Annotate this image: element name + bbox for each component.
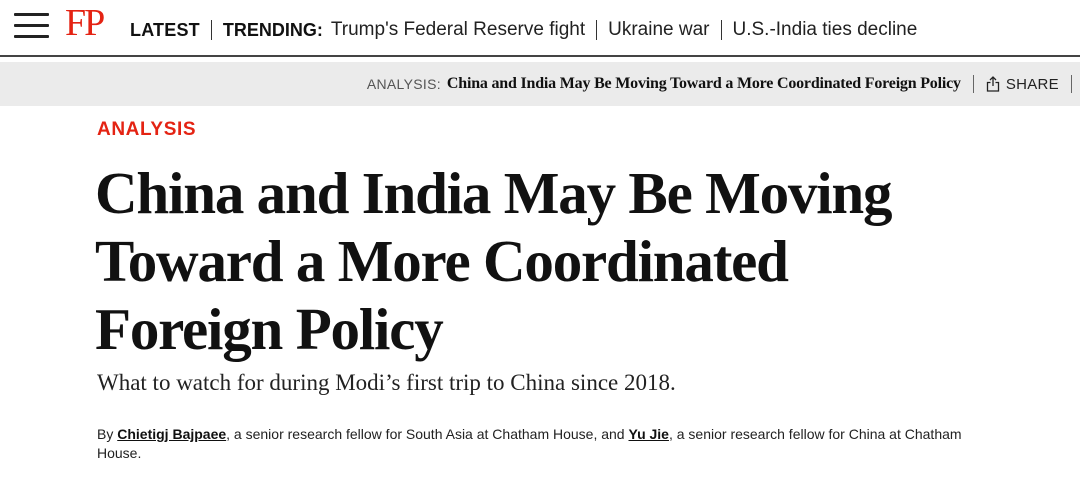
author2-description: , a senior research fellow for China at … (97, 426, 962, 461)
author-link-yu-jie[interactable]: Yu Jie (628, 426, 669, 442)
trending-link-ukraine[interactable]: Ukraine war (608, 19, 710, 40)
sticky-article-bar: ANALYSIS: China and India May Be Moving … (0, 62, 1080, 106)
nav-bottom-rule (0, 55, 1080, 57)
article-byline: By Chietigj Bajpaee, a senior research f… (97, 425, 977, 463)
subbar-title: China and India May Be Moving Toward a M… (446, 75, 961, 92)
subbar-kicker: ANALYSIS: (366, 76, 441, 92)
trending-link-us-india[interactable]: U.S.-India ties decline (732, 19, 918, 40)
share-button[interactable]: SHARE (986, 76, 1059, 93)
nav-latest-link[interactable]: LATEST (130, 20, 200, 40)
nav-trending-label: TRENDING: (222, 20, 323, 40)
trending-link-fed-reserve[interactable]: Trump's Federal Reserve fight (330, 19, 586, 40)
nav-divider (596, 20, 598, 40)
headline-line: Foreign Policy (95, 296, 444, 362)
author1-description: , a senior research fellow for South Asi… (226, 426, 629, 442)
article-headline: China and India May Be Moving Toward a M… (95, 159, 995, 363)
subbar-divider (1071, 75, 1072, 93)
subbar-divider (972, 75, 974, 93)
fp-logo[interactable]: FP (65, 2, 105, 44)
share-icon (986, 76, 999, 92)
nav-divider (210, 20, 212, 40)
article-kicker[interactable]: ANALYSIS (97, 119, 197, 140)
share-label: SHARE (1005, 75, 1059, 93)
top-navigation: FP LATEST TRENDING: Trump's Federal Rese… (0, 0, 1080, 56)
article-dek: What to watch for during Modi’s first tr… (97, 370, 676, 395)
author-link-chietigj-bajpaee[interactable]: Chietigj Bajpaee (117, 426, 227, 442)
hamburger-menu-icon[interactable] (14, 13, 49, 38)
headline-line: China and India May Be Moving (95, 160, 893, 226)
headline-line: Toward a More Coordinated (95, 228, 789, 294)
byline-by: By (97, 426, 118, 442)
nav-divider (720, 20, 722, 40)
nav-items: LATEST TRENDING: Trump's Federal Reserve… (130, 18, 917, 42)
